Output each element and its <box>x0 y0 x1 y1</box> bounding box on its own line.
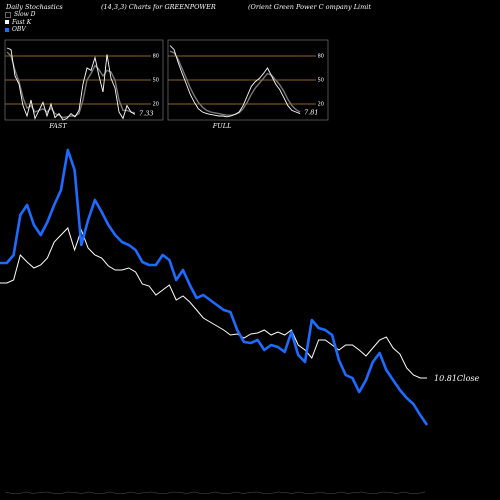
chart-header-left: Daily Stochastics <box>6 3 63 11</box>
legend-item-slow-d: Slow D <box>5 11 36 19</box>
full-series-fast-k <box>169 45 301 118</box>
legend: Slow D Fast K OBV <box>5 11 36 34</box>
main-close-label: 10.81Close <box>434 374 480 383</box>
full-level-label-20: 20 <box>318 102 324 108</box>
legend-swatch-obv <box>5 27 9 32</box>
full-level-label-80: 80 <box>318 54 324 60</box>
fast-level-label-80: 80 <box>153 54 159 60</box>
legend-label-fast-k: Fast K <box>12 18 32 26</box>
full-panel-title: FULL <box>212 122 232 130</box>
legend-label-slow-d: Slow D <box>14 11 36 19</box>
fast-level-label-20: 20 <box>153 102 159 108</box>
full-end-value: 7.81 <box>304 109 318 117</box>
fast-series-fast-k <box>6 47 136 121</box>
legend-label-obv: OBV <box>12 26 26 34</box>
fast-level-label-50: 50 <box>153 78 159 84</box>
legend-swatch-fast-k <box>5 20 9 25</box>
fast-end-value: 7.33 <box>139 109 153 117</box>
chart-header-title: (14,3,3) Charts for GREENPOWER <box>101 3 216 11</box>
volume-trace <box>4 491 426 494</box>
main-series-obv <box>0 148 429 426</box>
fast-panel-title: FAST <box>48 122 67 130</box>
legend-swatch-slow-d <box>5 11 11 18</box>
chart-header-company: (Orient Green Power C ompany Limit <box>248 3 371 11</box>
legend-item-obv: OBV <box>5 26 36 34</box>
full-level-label-50: 50 <box>318 78 324 84</box>
main-series-close <box>0 227 427 379</box>
legend-item-fast-k: Fast K <box>5 19 36 27</box>
fast-series-slow-d <box>6 51 136 119</box>
